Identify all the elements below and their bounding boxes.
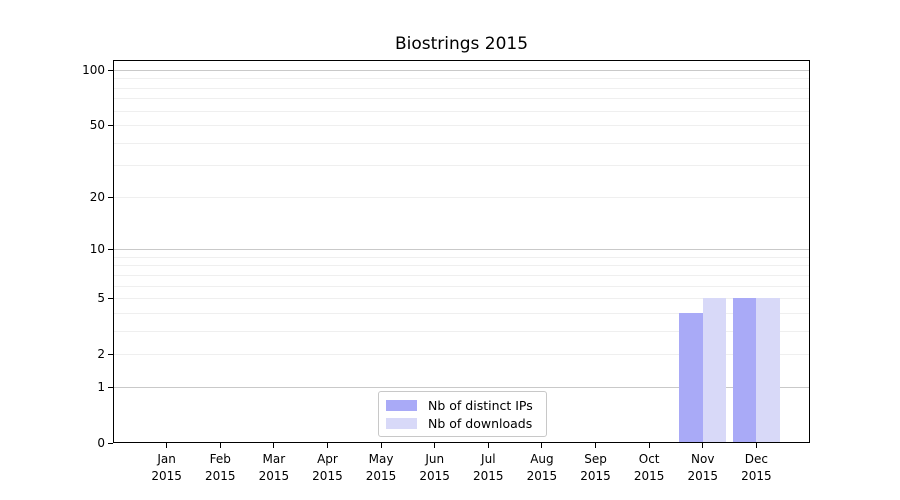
- grid-line-minor-70: [113, 98, 810, 100]
- x-tick-nov: [702, 443, 704, 448]
- y-tick-label-2: 2: [97, 347, 105, 362]
- x-tick-label-aug: Aug 2015: [512, 451, 572, 485]
- legend-item-downloads: Nb of downloads: [386, 415, 538, 431]
- x-tick-month-feb: Feb: [209, 452, 231, 466]
- y-tick-label-100: 100: [82, 63, 105, 77]
- y-tick-50: [108, 125, 113, 127]
- x-tick-label-dec: Dec 2015: [726, 451, 786, 485]
- x-tick-aug: [541, 443, 543, 448]
- x-tick-jan: [166, 443, 168, 448]
- x-tick-feb: [219, 443, 221, 448]
- y-tick-10: [108, 249, 113, 251]
- y-tick-2: [108, 354, 113, 356]
- x-tick-mar: [273, 443, 275, 448]
- x-tick-year-feb: 2015: [204, 469, 236, 483]
- grid-line-minor-6: [113, 285, 810, 287]
- grid-line-minor-90: [113, 78, 810, 80]
- grid-line-minor-20: [113, 196, 810, 198]
- x-tick-label-apr: Apr 2015: [297, 451, 357, 485]
- grid-line-minor-2: [113, 354, 810, 356]
- y-tick-label-20: 20: [89, 189, 105, 204]
- grid-line-minor-4: [113, 312, 810, 314]
- grid-line-major-10: [113, 249, 810, 251]
- bar-downloads-nov: [702, 298, 727, 443]
- legend-label-distinct-ips: Nb of distinct IPs: [428, 397, 533, 413]
- grid-line-minor-5: [113, 298, 810, 300]
- x-tick-month-jan: Jan: [157, 452, 176, 466]
- x-tick-year-jan: 2015: [151, 469, 182, 483]
- grid-line-minor-9: [113, 256, 810, 258]
- bar-distinct-ips-dec: [732, 298, 757, 443]
- x-tick-label-nov: Nov 2015: [673, 451, 733, 485]
- x-tick-month-aug: Aug: [530, 452, 554, 466]
- x-tick-label-feb: Feb 2015: [190, 451, 250, 485]
- y-tick-5: [108, 298, 113, 300]
- x-tick-sep: [595, 443, 597, 448]
- y-tick-label-5: 5: [97, 291, 105, 306]
- bar-distinct-ips-nov: [679, 312, 703, 443]
- y-tick-20: [108, 196, 113, 198]
- x-tick-jul: [487, 443, 489, 448]
- y-tick-label-10: 10: [89, 242, 105, 257]
- x-tick-label-jun: Jun 2015: [405, 451, 465, 485]
- x-tick-may: [380, 443, 382, 448]
- x-tick-dec: [755, 443, 757, 448]
- grid-line-minor-40: [113, 142, 810, 144]
- x-tick-month-oct: Oct: [638, 452, 660, 466]
- x-tick-label-may: May 2015: [351, 451, 411, 485]
- x-tick-month-mar: Mar: [262, 452, 286, 466]
- grid-line-minor-80: [113, 87, 810, 89]
- grid-line-major-100: [113, 70, 810, 71]
- x-tick-month-dec: Dec: [744, 452, 768, 466]
- x-tick-label-jul: Jul 2015: [458, 451, 518, 485]
- x-tick-year-may: 2015: [365, 469, 397, 483]
- grid-line-minor-8: [113, 265, 810, 267]
- legend: Nb of distinct IPs Nb of downloads: [378, 391, 547, 437]
- x-tick-year-mar: 2015: [258, 469, 290, 483]
- x-tick-year-dec: 2015: [741, 469, 772, 483]
- grid-line-minor-30: [113, 165, 810, 167]
- y-tick-0: [108, 443, 113, 444]
- x-tick-month-nov: Nov: [691, 452, 715, 466]
- legend-label-downloads: Nb of downloads: [428, 415, 533, 431]
- x-tick-label-mar: Mar 2015: [244, 451, 304, 485]
- plot-area: [113, 60, 810, 443]
- x-tick-year-oct: 2015: [633, 469, 665, 483]
- x-tick-month-may: May: [368, 452, 394, 466]
- x-tick-month-jul: Jul: [481, 452, 496, 466]
- y-tick-label-50: 50: [89, 118, 105, 133]
- y-tick-label-0: 0: [97, 436, 105, 450]
- x-tick-year-aug: 2015: [526, 469, 558, 483]
- x-tick-year-nov: 2015: [687, 469, 719, 483]
- grid-line-minor-3: [113, 330, 810, 332]
- x-tick-oct: [648, 443, 650, 448]
- x-tick-month-jun: Jun: [425, 452, 445, 466]
- x-tick-year-sep: 2015: [580, 469, 611, 483]
- x-tick-month-apr: Apr: [317, 452, 338, 466]
- x-tick-apr: [326, 443, 328, 448]
- x-tick-year-apr: 2015: [312, 469, 343, 483]
- x-tick-jun: [434, 443, 436, 448]
- legend-item-distinct-ips: Nb of distinct IPs: [386, 397, 538, 413]
- x-tick-label-sep: Sep 2015: [566, 451, 626, 485]
- y-tick-100: [108, 70, 113, 71]
- grid-line-minor-60: [113, 110, 810, 112]
- x-tick-label-jan: Jan 2015: [137, 451, 197, 485]
- chart-title: Biostrings 2015: [394, 34, 529, 54]
- x-tick-label-oct: Oct 2015: [619, 451, 679, 485]
- x-tick-month-sep: Sep: [584, 452, 607, 466]
- grid-line-minor-50: [113, 125, 810, 127]
- grid-line-minor-7: [113, 274, 810, 276]
- x-tick-year-jun: 2015: [419, 469, 450, 483]
- y-tick-label-1: 1: [97, 379, 105, 394]
- grid-line-major-1: [113, 386, 810, 388]
- legend-swatch-downloads: [386, 417, 417, 429]
- legend-swatch-distinct-ips: [386, 399, 417, 411]
- y-tick-1: [108, 386, 113, 388]
- bar-downloads-dec: [756, 298, 780, 443]
- x-tick-year-jul: 2015: [473, 469, 504, 483]
